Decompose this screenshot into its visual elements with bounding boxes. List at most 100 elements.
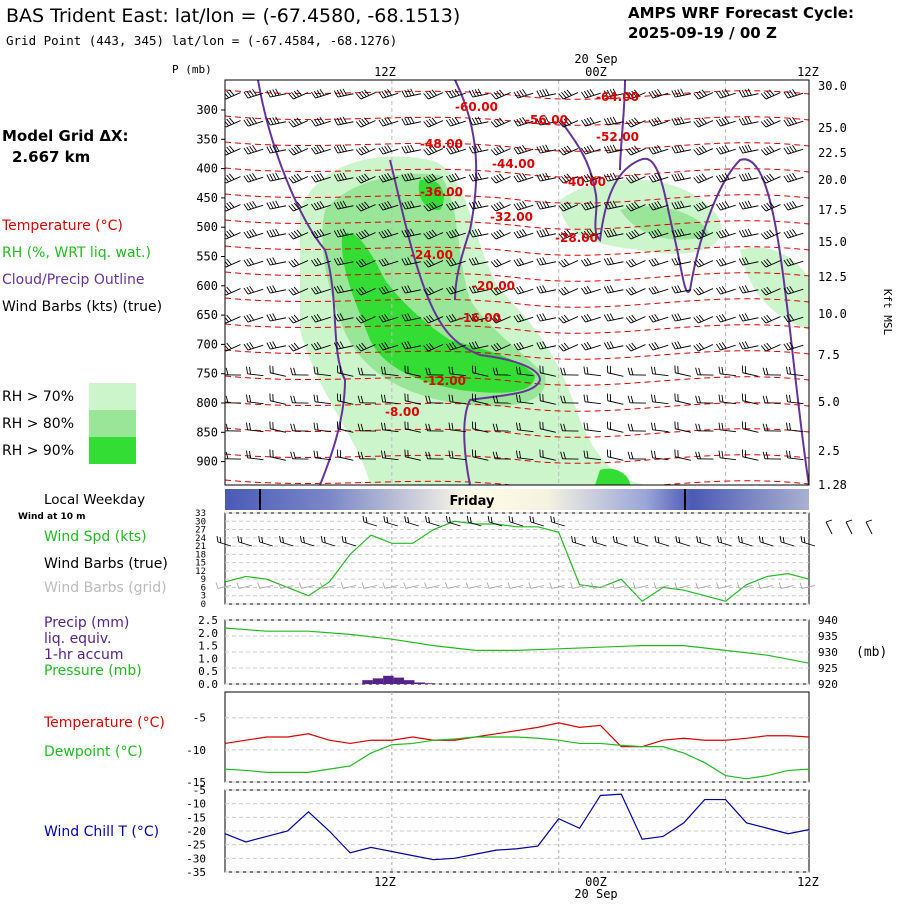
- surface-wind-barb-extra: [846, 520, 852, 534]
- isotherm-label-m12: -12.00: [423, 374, 466, 388]
- cycle-value: 2025-09-19 / 00 Z: [628, 24, 777, 42]
- wind-chill-label: Wind Chill T (°C): [44, 824, 159, 840]
- wind-chill-tick-label: -25: [186, 839, 206, 852]
- isotherm-label-m8: -8.00: [385, 405, 420, 419]
- wind-chill-tick-label: -20: [186, 825, 206, 838]
- precip-tick-label: 2.5: [198, 614, 218, 627]
- precip-tick-label: 0.0: [198, 678, 218, 691]
- precip-tick-label: 0.5: [198, 665, 218, 678]
- precip-bar: [394, 678, 404, 684]
- pressure-tick-label: 600: [196, 279, 218, 293]
- isotherm-label-m24: -24.00: [410, 248, 453, 262]
- pressure-tick-label: 500: [196, 220, 218, 234]
- wind-chill-tick-label: -35: [186, 866, 206, 879]
- bottom-tick-12z-a: 12Z: [374, 875, 396, 889]
- height-tick-label: 1.28: [818, 478, 847, 492]
- isotherm-label-m16: -16.00: [458, 311, 501, 325]
- legend-temperature: Temperature (°C): [1, 218, 123, 234]
- pressure-tick-label: 550: [196, 250, 218, 264]
- wind-tick-label: 0: [201, 600, 206, 610]
- cycle-label: AMPS WRF Forecast Cycle:: [628, 4, 854, 22]
- height-tick-label: 30.0: [818, 79, 847, 93]
- wind-chill-tick-label: -10: [186, 798, 206, 811]
- wind-barbs-true-label: Wind Barbs (true): [44, 556, 168, 572]
- surface-wind-barb-extra: [866, 520, 872, 534]
- wind-chill-tick-label: -30: [186, 852, 206, 865]
- wind-chill-tick-label: -5: [193, 784, 206, 797]
- height-tick-label: 22.5: [818, 146, 847, 160]
- height-tick-label: 7.5: [818, 348, 840, 362]
- top-tick-12z-b: 12Z: [797, 65, 819, 79]
- legend-cloud: Cloud/Precip Outline: [2, 272, 145, 288]
- rh70-label: RH > 70%: [2, 389, 74, 405]
- isotherm-label-m48: -48.00: [420, 137, 463, 151]
- isotherm-label-m28: -28.00: [555, 231, 598, 245]
- pressure-tick-label: 750: [196, 367, 218, 381]
- weekday-name: Friday: [449, 494, 495, 509]
- height-tick-label: 12.5: [818, 270, 847, 284]
- precip-bar: [425, 683, 435, 684]
- precip-bar: [362, 680, 372, 684]
- weekday-bar: [225, 489, 809, 510]
- rh80-swatch: [89, 410, 136, 437]
- cross-section-panel: -60.00 -64.00 -56.00 -52.00 -48.00 -44.0…: [196, 79, 894, 492]
- isotherm-label-m52: -52.00: [596, 130, 639, 144]
- precip-tick-label: 1.0: [198, 652, 218, 665]
- height-tick-label: 15.0: [818, 235, 847, 249]
- wind-barbs-grid-label: Wind Barbs (grid): [44, 580, 167, 596]
- pressure-label: Pressure (mb): [44, 663, 142, 679]
- precip-accum-label: 1-hr accum: [44, 647, 124, 663]
- isotherm-label-m20: -20.00: [472, 279, 515, 293]
- height-tick-label: 17.5: [818, 203, 847, 217]
- precip-bar: [383, 676, 393, 684]
- pressure-tick-label: 650: [196, 308, 218, 322]
- top-tick-12z-a: 12Z: [374, 65, 396, 79]
- pressure-tick-label: 800: [196, 396, 218, 410]
- rh90-label: RH > 90%: [2, 443, 74, 459]
- height-tick-label: 5.0: [818, 395, 840, 409]
- isotherm-label-m60: -60.00: [455, 100, 498, 114]
- pressure-tick-label: 935: [818, 630, 838, 643]
- precip-bar: [414, 682, 424, 684]
- pressure-tick-label: 930: [818, 646, 838, 659]
- bottom-date-label: 20 Sep: [574, 887, 617, 900]
- dewpoint-series-label: Dewpoint (°C): [44, 744, 143, 760]
- height-tick-label: 2.5: [818, 444, 840, 458]
- precip-bar: [404, 680, 414, 684]
- temperature-tick-label: -10: [186, 744, 206, 757]
- pressure-unit-label: (mb): [856, 645, 887, 660]
- pressure-tick-label: 850: [196, 425, 218, 439]
- height-axis-label: Kft MSL: [881, 289, 894, 336]
- pressure-tick-label: 300: [196, 103, 218, 117]
- pressure-tick-label: 700: [196, 337, 218, 351]
- legend-wind: Wind Barbs (kts) (true): [2, 299, 162, 315]
- pressure-tick-label: 350: [196, 132, 218, 146]
- surface-wind-barb-extra: [826, 520, 832, 534]
- isotherm-label-m36: -36.00: [420, 185, 463, 199]
- isotherm-label-m32: -32.00: [490, 210, 533, 224]
- temperature-panel: -5-10-15: [186, 692, 809, 789]
- model-grid-value: 2.667 km: [12, 148, 90, 166]
- legend-rh: RH (%, WRT liq. wat.): [2, 245, 151, 261]
- temperature-series-label: Temperature (°C): [43, 715, 165, 731]
- top-tick-00z: 00Z: [585, 65, 607, 79]
- isotherm-label-m40: -40.00: [563, 175, 606, 189]
- isotherm-label-m44: -44.00: [492, 157, 535, 171]
- pressure-tick-label: 400: [196, 162, 218, 176]
- bottom-tick-12z-b: 12Z: [797, 875, 819, 889]
- precip-tick-label: 2.0: [198, 627, 218, 640]
- rh90-swatch: [89, 437, 136, 464]
- isotherm-label-m64: -64.00: [596, 90, 639, 104]
- isotherm-label-m56: -56.00: [525, 113, 568, 127]
- p-axis-label: P (mb): [172, 63, 212, 76]
- height-tick-label: 25.0: [818, 121, 847, 135]
- rh80-label: RH > 80%: [2, 416, 74, 432]
- pressure-tick-label: 920: [818, 678, 838, 691]
- top-date-label: 20 Sep: [574, 52, 617, 66]
- page-title: BAS Trident East: lat/lon = (-67.4580, -…: [6, 5, 460, 27]
